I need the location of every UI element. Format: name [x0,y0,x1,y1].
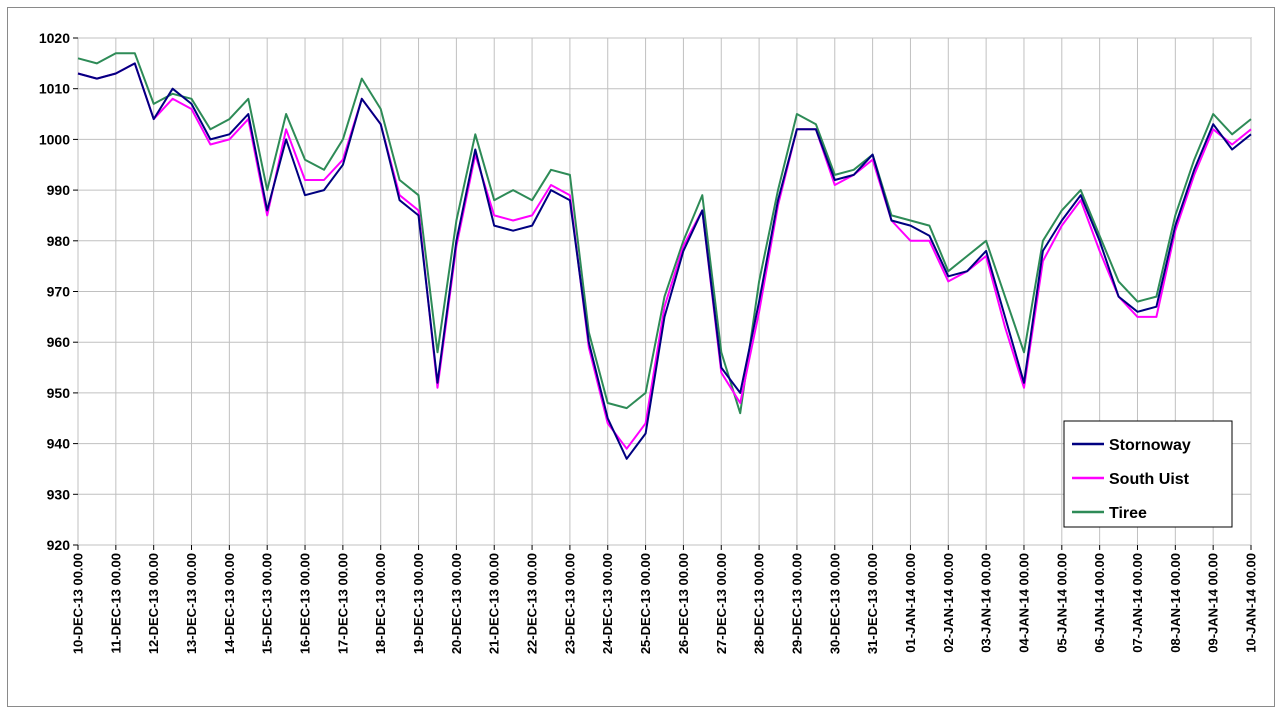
x-tick-label: 18-DEC-13 00.00 [373,553,388,654]
x-tick-label: 29-DEC-13 00.00 [789,553,804,654]
y-tick-label: 1020 [39,30,70,46]
legend-label: South Uist [1109,471,1190,488]
x-tick-label: 11-DEC-13 00.00 [108,553,123,653]
x-tick-label: 24-DEC-13 00.00 [600,553,615,654]
x-tick-label: 23-DEC-13 00.00 [562,553,577,654]
x-tick-label: 09-JAN-14 00.00 [1206,553,1221,653]
legend-label: Tiree [1109,505,1147,522]
x-tick-label: 14-DEC-13 00.00 [222,553,237,654]
x-tick-label: 16-DEC-13 00.00 [298,553,313,654]
pressure-line-chart: 920 930 940 950 960 970 980 990 1000 1010 1020 10-… [39,30,1259,654]
x-tick-label: 07-JAN-14 00.00 [1130,553,1145,653]
y-tick-label: 970 [47,284,71,300]
x-tick-label: 10-JAN-14 00.00 [1244,553,1259,653]
x-tick-label: 08-JAN-14 00.00 [1168,553,1183,653]
y-axis-ticks: 920 930 940 950 960 970 980 990 1000 1010 1020 [39,30,78,553]
legend-box [1063,420,1233,528]
x-tick-label: 06-JAN-14 00.00 [1092,553,1107,653]
legend: Stornoway South Uist Tiree [1063,420,1233,528]
y-tick-label: 930 [47,486,71,502]
x-tick-label: 22-DEC-13 00.00 [525,553,540,654]
x-tick-label: 15-DEC-13 00.00 [260,553,275,654]
x-tick-label: 30-DEC-13 00.00 [827,553,842,654]
x-tick-label: 02-JAN-14 00.00 [941,553,956,653]
series-line-tiree [77,52,1252,415]
y-tick-label: 980 [47,233,71,249]
y-tick-label: 920 [47,537,71,553]
x-tick-label: 19-DEC-13 00.00 [411,553,426,654]
x-tick-label: 01-JAN-14 00.00 [903,553,918,653]
x-axis-ticks: 10-DEC-13 00.00 11-DEC-13 00.00 12-DEC-13 … [71,545,1259,654]
series-line-stornoway [77,62,1252,460]
x-tick-label: 25-DEC-13 00.00 [638,553,653,654]
x-tick-label: 31-DEC-13 00.00 [865,553,880,654]
x-tick-label: 13-DEC-13 00.00 [184,553,199,654]
y-tick-label: 1000 [39,131,70,147]
chart-frame: 920 930 940 950 960 970 980 990 1000 1010 1020 10-… [7,7,1275,707]
x-tick-label: 05-JAN-14 00.00 [1054,553,1069,653]
x-tick-label: 28-DEC-13 00.00 [752,553,767,654]
y-tick-label: 950 [47,385,71,401]
x-tick-label: 17-DEC-13 00.00 [335,553,350,654]
legend-label: Stornoway [1109,437,1191,454]
x-tick-label: 21-DEC-13 00.00 [487,553,502,654]
y-tick-label: 1010 [39,81,70,97]
y-tick-label: 940 [47,436,71,452]
x-tick-label: 26-DEC-13 00.00 [676,553,691,654]
x-tick-label: 10-DEC-13 00.00 [71,553,86,654]
x-tick-label: 20-DEC-13 00.00 [449,553,464,654]
x-tick-label: 04-JAN-14 00.00 [1016,553,1031,653]
x-tick-label: 03-JAN-14 00.00 [979,553,994,653]
y-tick-label: 990 [47,182,71,198]
x-tick-label: 27-DEC-13 00.00 [714,553,729,654]
series-lines [77,52,1252,460]
x-tick-label: 12-DEC-13 00.00 [146,553,161,654]
y-tick-label: 960 [47,334,71,350]
gridlines [77,37,1252,546]
